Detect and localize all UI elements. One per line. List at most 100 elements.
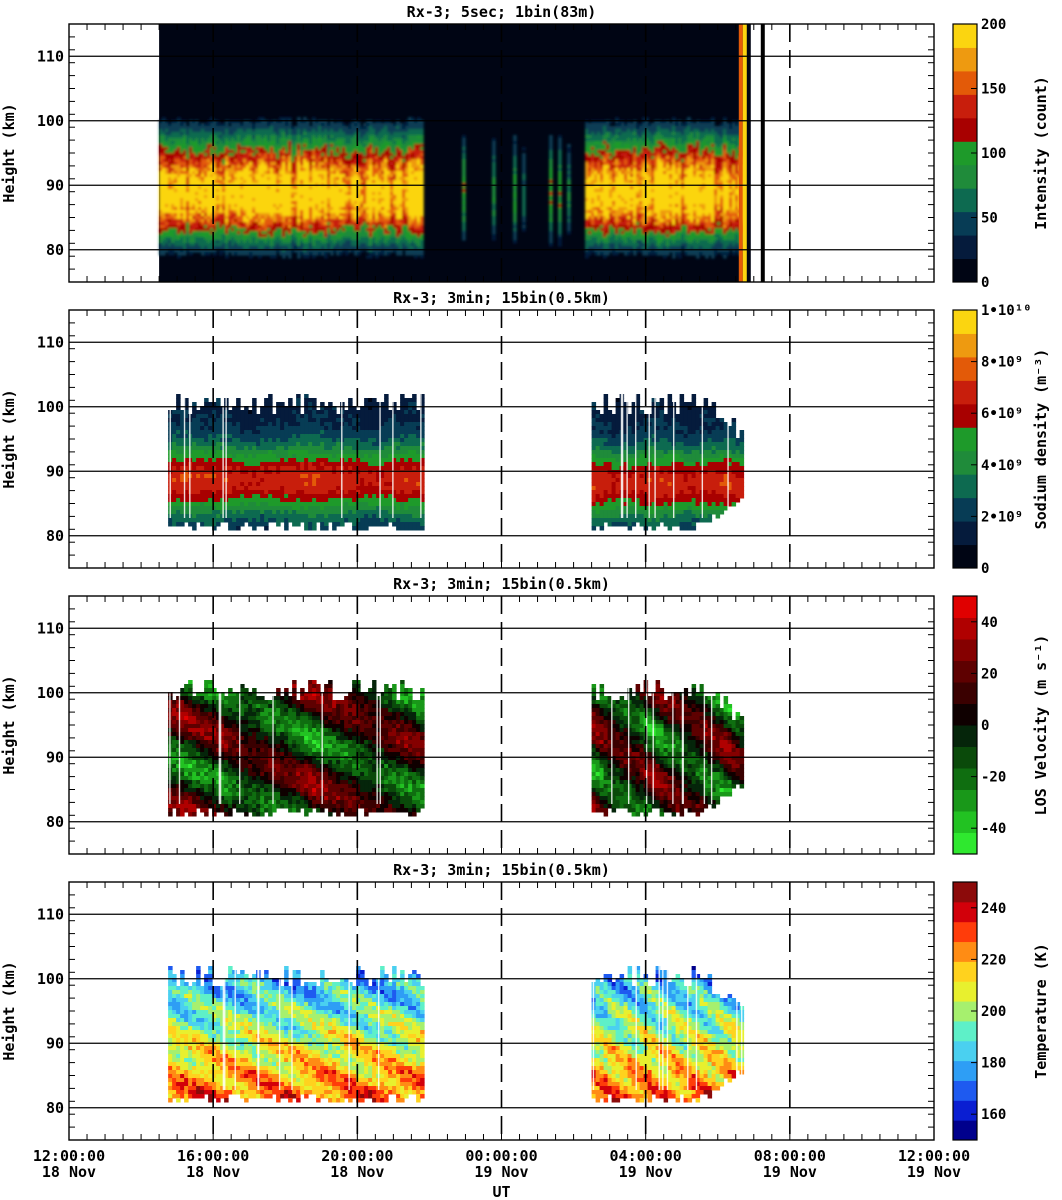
y-tick-label: 80 (46, 241, 64, 259)
colorbar-tick-label: 200 (981, 1004, 1006, 1020)
colorbar-label: Sodium density (m⁻³) (1032, 349, 1050, 530)
colorbar-swatch (953, 661, 977, 683)
colorbar-swatch (953, 811, 977, 833)
colorbar-swatch (953, 545, 977, 569)
colorbar-swatch (953, 451, 977, 475)
colorbar-swatch (953, 981, 977, 1001)
y-tick-label: 110 (37, 47, 64, 65)
colorbar-swatch (953, 942, 977, 962)
panel-title: Rx-3; 5sec; 1bin(83m) (407, 3, 597, 21)
data-field (159, 24, 765, 282)
colorbar-swatch (953, 768, 977, 790)
y-tick-label: 110 (37, 905, 64, 923)
colorbar-swatch (953, 212, 977, 236)
x-tick-date: 19 Nov (474, 1163, 528, 1181)
y-tick-label: 110 (37, 619, 64, 637)
colorbar-tick-label: -20 (981, 770, 1006, 786)
y-axis-label: Height (km) (0, 103, 18, 202)
y-tick-label: 90 (46, 748, 64, 766)
x-tick-date: 18 Nov (186, 1163, 240, 1181)
y-axis-label: Height (km) (0, 961, 18, 1060)
colorbar-swatch (953, 94, 977, 118)
panel-temperature: Rx-3; 3min; 15bin(0.5km)8090100110Height… (0, 861, 1050, 1141)
colorbar-sodium_density: 0 2•10⁹ 4•10⁹ 6•10⁹ 8•10⁹ 1•10¹⁰ Sodium densit… (953, 303, 1050, 577)
colorbar-tick-label: 0 (981, 718, 989, 734)
colorbar-swatch (953, 498, 977, 522)
y-tick-label: 100 (37, 112, 64, 130)
colorbar-swatch (953, 1120, 977, 1140)
colorbar-swatch (953, 310, 977, 334)
colorbar-swatch (953, 427, 977, 451)
colorbar-swatch (953, 1021, 977, 1041)
colorbar-swatch (953, 790, 977, 812)
colorbar-swatch (953, 380, 977, 404)
y-axis-label: Height (km) (0, 675, 18, 774)
colorbar-swatch (953, 882, 977, 902)
colorbar-swatch (953, 639, 977, 661)
colorbar-swatch (953, 118, 977, 142)
colorbar-swatch (953, 747, 977, 769)
panel-title: Rx-3; 3min; 15bin(0.5km) (393, 861, 610, 879)
x-tick-date: 18 Nov (330, 1163, 384, 1181)
colorbar-tick-label: 0 (981, 275, 989, 291)
colorbar-swatch (953, 922, 977, 942)
colorbar-tick-label: 100 (981, 146, 1006, 162)
colorbar-swatch (953, 1080, 977, 1100)
data-field (168, 942, 744, 1103)
panel-sodium_density: Rx-3; 3min; 15bin(0.5km)8090100110Height… (0, 289, 1050, 577)
colorbar-swatch (953, 404, 977, 428)
colorbar-tick-label: 8•10⁹ (981, 355, 1023, 371)
y-tick-label: 100 (37, 398, 64, 416)
panel-los_velocity: Rx-3; 3min; 15bin(0.5km) 80 90 100 110 Height… (0, 575, 1050, 855)
colorbar-tick-label: 20 (981, 666, 998, 682)
colorbar-tick-label: 6•10⁹ (981, 406, 1023, 422)
colorbar-tick-label: 4•10⁹ (981, 458, 1023, 474)
colorbar-swatch (953, 235, 977, 259)
colorbar-tick-label: 2•10⁹ (981, 509, 1023, 525)
colorbar-swatch (953, 47, 977, 71)
colorbar-swatch (953, 474, 977, 498)
colorbar-swatch (953, 333, 977, 357)
colorbar-swatch (953, 24, 977, 48)
colorbar-label: Temperature (K) (1032, 943, 1050, 1078)
colorbar-swatch (953, 618, 977, 640)
x-tick-date: 18 Nov (42, 1163, 96, 1181)
y-tick-label: 110 (37, 333, 64, 351)
colorbar-tick-label: 180 (981, 1056, 1006, 1072)
colorbar-swatch (953, 961, 977, 981)
colorbar-swatch (953, 682, 977, 704)
x-axis-label: UT (492, 1183, 510, 1200)
x-tick-date: 19 Nov (619, 1163, 673, 1181)
y-tick-label: 80 (46, 527, 64, 545)
colorbar-tick-label: 0 (981, 561, 989, 577)
colorbar-swatch (953, 704, 977, 726)
colorbar-swatch (953, 259, 977, 283)
y-tick-label: 90 (46, 1034, 64, 1052)
colorbar-swatch (953, 1100, 977, 1120)
y-tick-label: 80 (46, 813, 64, 831)
colorbar-swatch (953, 1061, 977, 1081)
y-tick-label: 90 (46, 462, 64, 480)
panel-title: Rx-3; 3min; 15bin(0.5km) (393, 575, 610, 593)
colorbar-swatch (953, 725, 977, 747)
x-tick-date: 19 Nov (907, 1163, 961, 1181)
y-tick-label: 100 (37, 970, 64, 988)
colorbar-swatch (953, 1041, 977, 1061)
colorbar-tick-label: 40 (981, 615, 998, 631)
x-tick-date: 19 Nov (763, 1163, 817, 1181)
colorbar-tick-label: 220 (981, 952, 1006, 968)
data-field (168, 370, 744, 531)
colorbar-label: LOS Velocity (m s⁻¹) (1032, 635, 1050, 816)
colorbar-swatch (953, 521, 977, 545)
y-tick-label: 100 (37, 684, 64, 702)
colorbar-tick-label: 200 (981, 17, 1006, 33)
colorbar-tick-label: 160 (981, 1107, 1006, 1123)
colorbar-tick-label: 1•10¹⁰ (981, 303, 1032, 319)
colorbar-tick-label: 240 (981, 901, 1006, 917)
y-axis-label: Height (km) (0, 389, 18, 488)
colorbar-tick-label: 150 (981, 82, 1006, 98)
colorbar-tick-label: 50 (981, 211, 998, 227)
